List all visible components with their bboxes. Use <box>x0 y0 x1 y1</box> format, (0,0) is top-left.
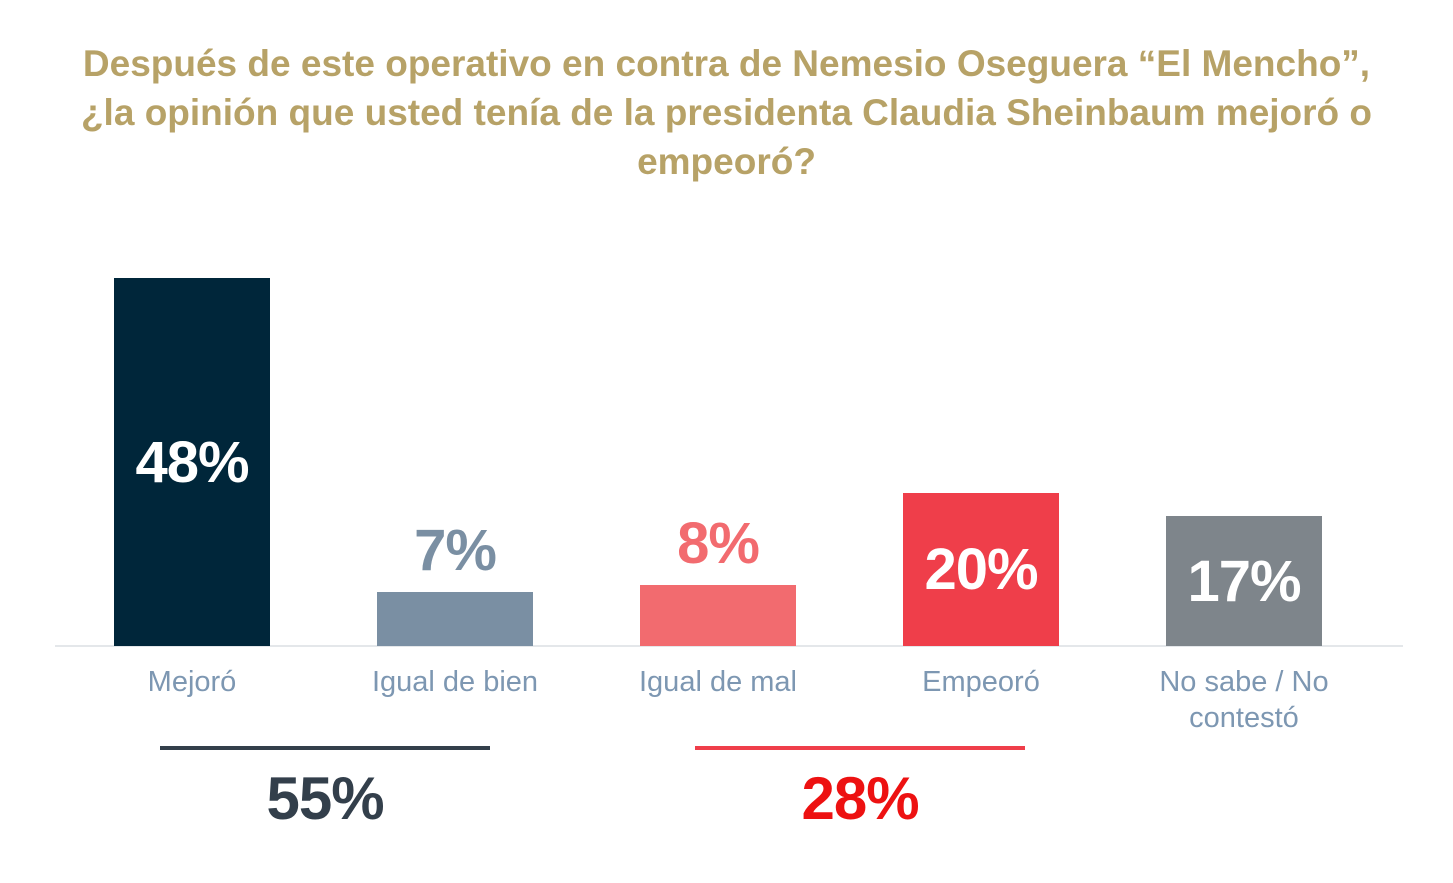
group-total-label: 55% <box>266 765 384 832</box>
bar-3: 8% <box>640 511 796 646</box>
category-label: Empeoró <box>922 666 1040 698</box>
chart-title: Después de este operativo en contra de N… <box>80 43 1373 182</box>
group-total-label: 28% <box>801 765 919 832</box>
bar-value-label: 20% <box>924 537 1038 602</box>
group-bracket-line <box>160 746 490 750</box>
group-bracket-line <box>695 746 1025 750</box>
category-label: No sabe / No contestó <box>1159 666 1329 735</box>
group-bracket-empeoro: 28% <box>695 746 1025 856</box>
category-axis: Mejoró Igual de bien Igual de mal Empeoró No… <box>0 664 1453 744</box>
bar-2: 7% <box>377 518 533 646</box>
bar-plot: 48% 7% 8% 20% 17% <box>55 278 1403 647</box>
category-label: Mejoró <box>147 666 237 698</box>
bar-4: 20% <box>903 493 1059 646</box>
bar-value-label: 7% <box>414 518 497 583</box>
category-label: Igual de bien <box>371 666 539 698</box>
bar-value-label: 8% <box>677 511 760 576</box>
bar-5: 17% <box>1166 516 1322 646</box>
category-label: Igual de mal <box>639 666 797 698</box>
bar-value-label: 17% <box>1187 548 1301 614</box>
bar-1: 48% <box>114 278 270 646</box>
group-bracket-mejoro: 55% <box>160 746 490 856</box>
bar-value-label: 48% <box>135 429 249 495</box>
x-axis-baseline <box>55 645 1403 647</box>
